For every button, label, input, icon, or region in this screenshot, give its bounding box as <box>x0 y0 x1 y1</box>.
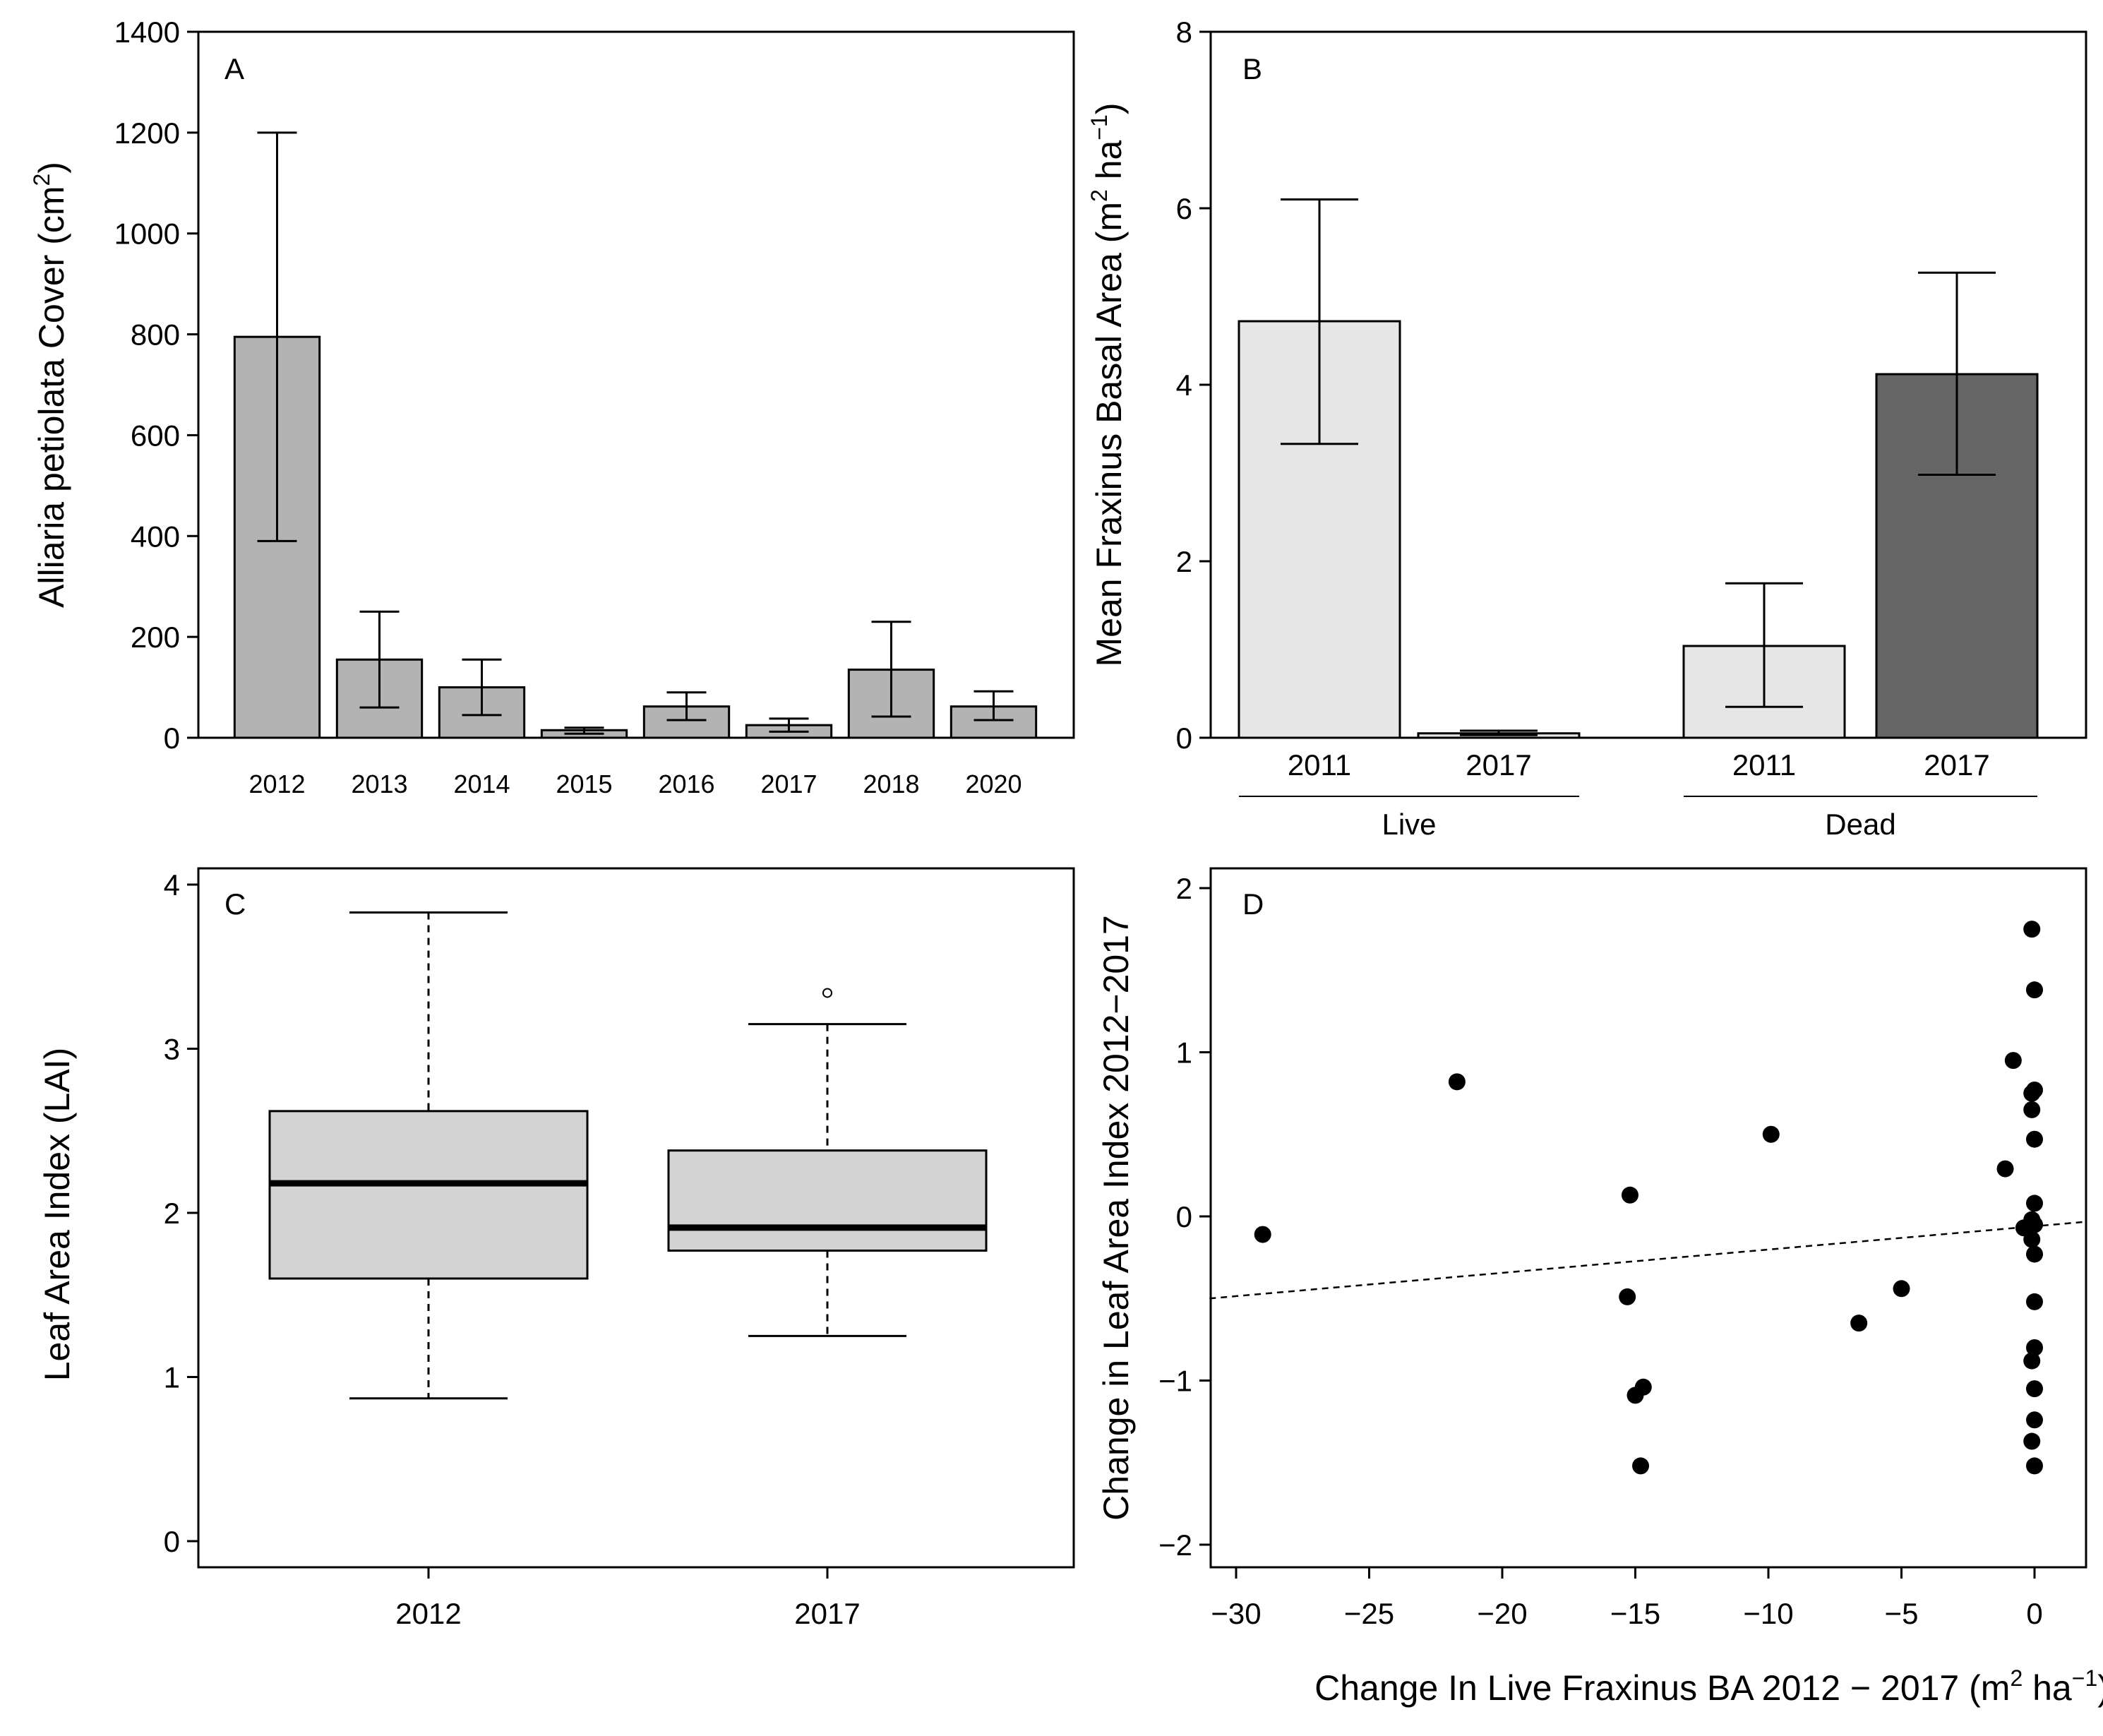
data-point <box>2023 1084 2041 1102</box>
data-point <box>1996 1160 2014 1178</box>
y-tick-label: 800 <box>131 318 180 352</box>
data-point <box>2023 1352 2041 1370</box>
y-tick-label: 6 <box>1176 192 1192 225</box>
box <box>667 1149 988 1252</box>
panel-b: B 0 2 4 6 8 2011 2017 2011 2017 Live Dead Mean Fr… <box>1086 16 2087 841</box>
x-tick-label: 2020 <box>965 770 1021 798</box>
box <box>268 1110 589 1280</box>
data-point <box>2023 1101 2041 1118</box>
x-tick-label: −5 <box>1885 1597 1919 1630</box>
y-tick-label: 1200 <box>114 116 180 150</box>
y-axis-label: Leaf Area Index (LAI) <box>37 1048 77 1382</box>
x-tick-label: 2017 <box>794 1597 860 1630</box>
data-point <box>2026 1339 2043 1356</box>
x-tick-label: 2017 <box>760 770 817 798</box>
y-tick-label: 0 <box>164 722 180 755</box>
y-tick-label: 200 <box>131 621 180 654</box>
x-tick-label: 2018 <box>863 770 919 798</box>
x-tick-label: 2016 <box>658 770 714 798</box>
x-tick-label: 2017 <box>1466 748 1531 782</box>
data-point <box>2026 1411 2043 1429</box>
x-tick-label: 2017 <box>1924 748 1989 782</box>
y-tick-label: 2 <box>164 1197 180 1230</box>
data-point <box>1448 1073 1466 1091</box>
x-tick-label: 2011 <box>1732 748 1796 782</box>
data-point <box>2004 1052 2022 1070</box>
y-tick-label: 0 <box>1176 722 1192 755</box>
data-point <box>2026 1380 2043 1398</box>
x-tick-label: −15 <box>1610 1597 1660 1630</box>
y-tick-label: 400 <box>131 520 180 553</box>
data-point <box>1762 1125 1780 1143</box>
x-tick-label: 2012 <box>248 770 305 798</box>
data-point <box>1634 1378 1652 1396</box>
panel-c: C 0 1 2 3 4 2012 2017 Leaf Area Index (LAI) <box>37 867 1075 1630</box>
data-point <box>2023 921 2041 938</box>
y-tick-label: 3 <box>164 1033 180 1066</box>
y-tick-label: 4 <box>164 868 180 902</box>
x-axis-label: Change In Live Fraxinus BA 2012 − 2017 (… <box>1314 1665 2103 1708</box>
y-tick-label: 1 <box>164 1361 180 1394</box>
plot-frame <box>197 30 1075 739</box>
panel-a: A 0 200 400 600 800 1000 1200 1400 2012 2013 2014… <box>29 16 1075 798</box>
y-tick-label: −1 <box>1158 1365 1192 1398</box>
plot-frame <box>197 867 1075 1569</box>
y-axis-label: Change in Leaf Area Index 2012−2017 <box>1096 915 1136 1521</box>
y-axis-label: Mean Fraxinus Basal Area (m2 ha−1) <box>1086 102 1129 666</box>
y-tick-label: 1000 <box>114 217 180 251</box>
x-tick-label: 2011 <box>1288 748 1351 782</box>
data-point <box>2023 1231 2041 1248</box>
y-tick-label: 2 <box>1176 872 1192 905</box>
y-tick-label: −2 <box>1158 1528 1192 1562</box>
y-tick-label: 0 <box>164 1525 180 1558</box>
y-tick-label: 4 <box>1176 369 1192 402</box>
y-tick-label: 1 <box>1176 1036 1192 1070</box>
data-point <box>2026 1245 2043 1263</box>
y-tick-label: 1400 <box>114 16 180 49</box>
x-tick-label: −10 <box>1743 1597 1793 1630</box>
x-tick-label: −30 <box>1211 1597 1261 1630</box>
data-point <box>2026 1457 2043 1475</box>
x-tick-label: −20 <box>1477 1597 1527 1630</box>
data-point <box>2026 1195 2043 1212</box>
data-point <box>2026 1216 2043 1233</box>
data-point <box>2026 1130 2043 1148</box>
outlier-point <box>822 988 832 998</box>
panel-label: C <box>224 887 246 921</box>
trend-line <box>1209 1221 2087 1300</box>
y-tick-label: 600 <box>131 419 180 452</box>
data-point <box>1254 1226 1271 1243</box>
data-point <box>1850 1315 1868 1332</box>
x-tick-label: 2014 <box>453 770 510 798</box>
y-tick-label: 0 <box>1176 1200 1192 1233</box>
x-tick-label: −25 <box>1344 1597 1394 1630</box>
data-point <box>2026 1293 2043 1310</box>
panel-label: D <box>1242 887 1264 921</box>
plot-frame <box>1209 867 2087 1569</box>
x-tick-label: 2013 <box>351 770 407 798</box>
data-point <box>2023 1432 2041 1450</box>
data-point <box>1893 1280 1910 1298</box>
data-point <box>2026 981 2043 999</box>
x-tick-label: 2015 <box>556 770 612 798</box>
data-point <box>1632 1457 1650 1475</box>
y-axis-label: Alliaria petiolata Cover (cm2) <box>29 162 71 608</box>
x-tick-label: 0 <box>2026 1597 2042 1630</box>
group-label: Dead <box>1825 808 1895 841</box>
y-tick-label: 2 <box>1176 545 1192 578</box>
panel-label: B <box>1242 52 1262 85</box>
panel-label: A <box>224 52 244 85</box>
bar <box>642 705 731 739</box>
data-point <box>1619 1288 1636 1305</box>
y-tick-label: 8 <box>1176 16 1192 49</box>
group-label: Live <box>1382 808 1436 841</box>
data-point <box>1621 1186 1638 1204</box>
x-tick-label: 2012 <box>395 1597 461 1630</box>
